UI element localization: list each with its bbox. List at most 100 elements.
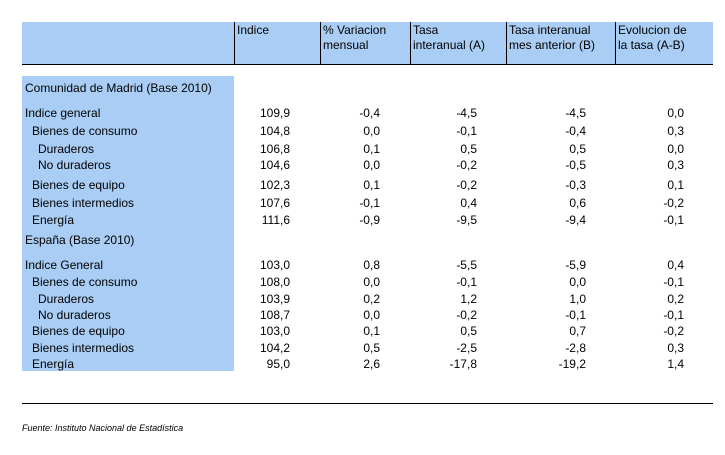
table-cell: 0,0 — [363, 158, 380, 172]
table-cell: 0,5 — [460, 324, 477, 338]
table-cell: -0,1 — [565, 308, 586, 322]
section-title: España (Base 2010) — [25, 233, 135, 247]
table-cell: 0,0 — [667, 106, 684, 120]
table-cell: 0,1 — [363, 178, 380, 192]
table-cell: -0,1 — [359, 196, 380, 210]
table-cell: -0,4 — [565, 124, 586, 138]
row-label: Bienes de equipo — [32, 178, 125, 192]
table-cell: 0,3 — [667, 341, 684, 355]
table-cell: 0,1 — [363, 324, 380, 338]
table-cell: 0,5 — [460, 142, 477, 156]
header-tasa-mes-anterior: Tasa interanual mes anterior (B) — [509, 23, 596, 52]
table-cell: 0,3 — [667, 158, 684, 172]
header-cell-evolucion — [616, 22, 713, 64]
table-cell: 109,9 — [259, 106, 290, 120]
divider — [234, 22, 235, 65]
table-cell: -0,1 — [663, 308, 684, 322]
table-cell: 104,6 — [259, 158, 290, 172]
table-cell: 1,0 — [569, 292, 586, 306]
table-cell: 108,7 — [259, 308, 290, 322]
divider — [615, 22, 616, 65]
table-cell: 0,3 — [667, 124, 684, 138]
table-cell: 107,6 — [259, 196, 290, 210]
table-cell: -0,2 — [456, 158, 477, 172]
row-label: Energía — [32, 357, 75, 371]
row-label: Duraderos — [38, 142, 95, 156]
table-cell: 103,0 — [259, 258, 290, 272]
header-evolucion-tasa: Evolucion de la tasa (A-B) — [618, 23, 687, 52]
table-cell: 0,4 — [667, 258, 684, 272]
section-title: Comunidad de Madrid (Base 2010) — [25, 81, 212, 95]
table-cell: 104,2 — [259, 341, 290, 355]
table-cell: -9,5 — [456, 213, 477, 227]
table-cell: 0,0 — [569, 275, 586, 289]
table-cell: -5,9 — [565, 258, 586, 272]
table-cell: -0,5 — [565, 158, 586, 172]
row-label: Bienes intermedios — [32, 341, 135, 355]
table-cell: -17,8 — [449, 357, 477, 371]
table-cell: 0,4 — [460, 196, 477, 210]
table-cell: 106,8 — [259, 142, 290, 156]
table-cell: -19,2 — [558, 357, 586, 371]
table-cell: 0,7 — [569, 324, 586, 338]
table-cell: 103,0 — [259, 324, 290, 338]
table-cell: 0,5 — [363, 341, 380, 355]
table-cell: 1,4 — [667, 357, 684, 371]
table-cell: -2,8 — [565, 341, 586, 355]
divider — [320, 22, 321, 65]
header-cell-label — [22, 22, 234, 64]
table-cell: 0,1 — [667, 178, 684, 192]
row-label: Duraderos — [38, 292, 95, 306]
table-cell: 2,6 — [363, 357, 380, 371]
table-cell: -0,4 — [359, 106, 380, 120]
header-tasa-interanual: Tasa interanual (A) — [413, 23, 486, 52]
row-label: Bienes intermedios — [32, 196, 135, 210]
table-cell: 0,8 — [363, 258, 380, 272]
table-cell: -0,1 — [663, 275, 684, 289]
footer-rule — [22, 403, 713, 404]
table-cell: 104,8 — [259, 124, 290, 138]
source-note: Fuente: Instituto Nacional de Estadístic… — [22, 423, 184, 433]
table-cell: -2,5 — [456, 341, 477, 355]
table-cell: -0,2 — [663, 196, 684, 210]
table-cell: -5,5 — [456, 258, 477, 272]
table-cell: 0,2 — [667, 292, 684, 306]
table-cell: 0,6 — [569, 196, 586, 210]
table-cell: -0,1 — [456, 275, 477, 289]
table-cell: -0,1 — [663, 213, 684, 227]
row-label: No duraderos — [38, 308, 111, 322]
table-cell: 111,6 — [261, 213, 290, 227]
table-cell: 108,0 — [259, 275, 290, 289]
row-label: Bienes de equipo — [32, 324, 125, 338]
table-cell: -0,3 — [565, 178, 586, 192]
divider — [410, 22, 411, 65]
table-cell: -0,2 — [456, 178, 477, 192]
table-cell: 1,2 — [460, 292, 477, 306]
table-cell: 0,5 — [569, 142, 586, 156]
label-column-band — [22, 76, 234, 371]
table-cell: -0,2 — [456, 308, 477, 322]
row-label: Bienes de consumo — [32, 124, 138, 138]
table-cell: 0,0 — [363, 124, 380, 138]
table-cell: -9,4 — [565, 213, 586, 227]
header-cell-indice — [235, 22, 320, 64]
table-cell: -4,5 — [456, 106, 477, 120]
table-cell: 0,0 — [363, 275, 380, 289]
table-cell: 0,2 — [363, 292, 380, 306]
header-cell-variacion — [321, 22, 410, 64]
table-cell: -4,5 — [565, 106, 586, 120]
row-label: Indice General — [25, 258, 104, 272]
row-label: Bienes de consumo — [32, 275, 138, 289]
table-cell: 102,3 — [259, 178, 290, 192]
table-cell: -0,1 — [456, 124, 477, 138]
table-cell: -0,9 — [359, 213, 380, 227]
row-label: Energía — [32, 213, 75, 227]
row-label: No duraderos — [38, 158, 111, 172]
header-variacion-mensual: % Variacion mensual — [323, 23, 387, 52]
table-cell: -0,2 — [663, 324, 684, 338]
header-cell-tasa-a — [411, 22, 506, 64]
header-indice: Indice — [237, 23, 270, 37]
table-cell: 0,1 — [363, 142, 380, 156]
row-label: Indice general — [25, 106, 101, 120]
table-cell: 95,0 — [266, 357, 290, 371]
